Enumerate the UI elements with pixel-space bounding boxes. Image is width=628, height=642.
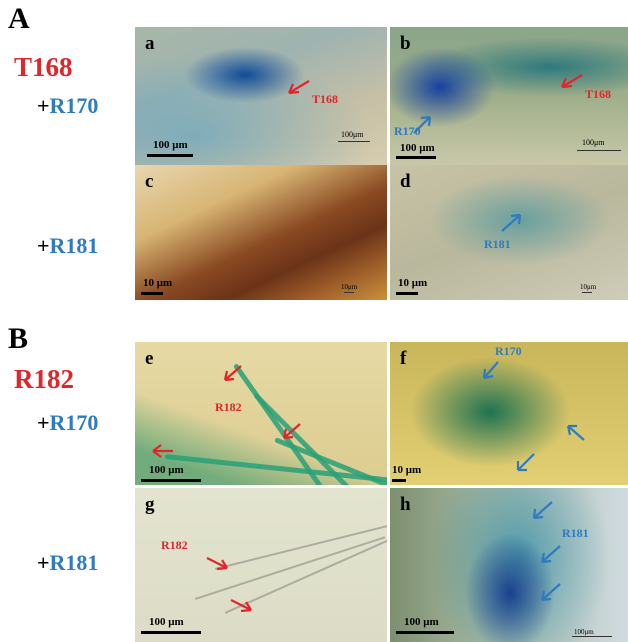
red-arrow-icon <box>282 423 301 440</box>
red-arrow-icon <box>287 80 310 95</box>
panel-tag: a <box>145 33 155 54</box>
organism-label: T168 <box>312 92 339 106</box>
micrograph-panel-h: h R181 100 μm 100μm <box>390 488 628 642</box>
treatment-label-b2: +R181 <box>37 550 98 576</box>
scale-text-small: 10μm <box>580 283 597 291</box>
scale-bar <box>396 156 436 159</box>
treatment-code: R181 <box>49 550 99 575</box>
organism-label: R181 <box>562 526 589 540</box>
panel-tag: b <box>400 33 411 54</box>
organism-label: R182 <box>215 400 242 414</box>
plus-sign: + <box>37 550 50 575</box>
plus-sign: + <box>37 233 50 258</box>
scale-text-small: 100μm <box>574 628 594 636</box>
panel-tag: c <box>145 171 154 192</box>
panel-tag: e <box>145 348 154 369</box>
scale-text-small: 10μm <box>341 283 358 291</box>
scale-text: 100 μm <box>404 616 439 628</box>
organism-label: T168 <box>585 87 612 101</box>
scale-text-small: 100μm <box>582 138 605 147</box>
micrograph-panel-g: g R182 100 μm <box>135 488 387 642</box>
hypha-strand <box>274 437 387 485</box>
organism-label: R181 <box>484 237 511 251</box>
treatment-label-a1: +R170 <box>37 93 98 119</box>
organism-label: R182 <box>161 538 188 552</box>
scale-bar-small <box>344 292 354 293</box>
scale-bar-small <box>572 636 612 637</box>
section-letter-a: A <box>8 2 30 35</box>
scale-bar-small <box>577 150 621 151</box>
organism-label: R170 <box>495 344 522 358</box>
treatment-code: R181 <box>49 233 99 258</box>
micrograph-panel-a: a T168 100 μm 100μm <box>135 27 387 165</box>
organism-label: R170 <box>394 124 421 138</box>
plus-sign: + <box>37 410 50 435</box>
treatment-code: R170 <box>49 93 99 118</box>
blue-arrow-icon <box>516 453 535 472</box>
blue-arrow-icon <box>482 361 499 380</box>
scale-text: 10 μm <box>398 277 428 289</box>
blue-arrow-icon <box>540 583 561 602</box>
treatment-code: R170 <box>49 410 99 435</box>
scale-bar <box>141 479 201 482</box>
scale-bar-small <box>338 141 370 142</box>
scale-bar <box>147 154 193 157</box>
blue-arrow-icon <box>540 545 561 564</box>
red-arrow-icon <box>230 599 252 613</box>
scale-text: 100 μm <box>153 139 188 151</box>
blue-arrow-icon <box>413 115 432 134</box>
micrograph-panel-b: b R170 T168 100 μm 100μm <box>390 27 628 165</box>
panel-tag: d <box>400 171 411 192</box>
blue-arrow-icon <box>501 213 522 232</box>
scale-bar <box>141 292 163 295</box>
scale-bar <box>396 631 454 634</box>
scale-text-small: 100μm <box>341 130 364 139</box>
red-arrow-icon <box>223 365 242 382</box>
blue-arrow-icon <box>532 501 553 520</box>
scale-text: 100 μm <box>149 616 184 628</box>
micrograph-panel-e: e R182 100 μm <box>135 342 387 485</box>
blue-arrow-icon <box>566 424 585 441</box>
red-arrow-icon <box>206 557 228 571</box>
plus-sign: + <box>37 93 50 118</box>
strain-label-b: R182 <box>14 364 74 394</box>
section-letter-b: B <box>8 322 29 355</box>
strain-label-a: T168 <box>14 52 73 82</box>
micrograph-panel-d: d R181 10 μm 10μm <box>390 165 628 300</box>
panel-tag: f <box>400 348 407 369</box>
scale-bar <box>396 292 418 295</box>
red-arrow-icon <box>152 444 173 458</box>
scale-text: 10 μm <box>143 277 173 289</box>
red-arrow-icon <box>560 74 583 89</box>
scale-bar-small <box>582 292 592 293</box>
scale-text: 100 μm <box>149 464 184 476</box>
treatment-label-a2: +R181 <box>37 233 98 259</box>
micrograph-panel-c: c 10 μm 10μm <box>135 165 387 300</box>
scale-text: 100 μm <box>400 142 435 154</box>
scale-bar <box>392 479 406 482</box>
scale-bar <box>141 631 201 634</box>
scale-text: 10 μm <box>392 464 422 476</box>
treatment-label-b1: +R170 <box>37 410 98 436</box>
micrograph-panel-f: f R170 10 μm <box>390 342 628 485</box>
panel-tag: h <box>400 494 411 515</box>
panel-tag: g <box>145 494 155 515</box>
